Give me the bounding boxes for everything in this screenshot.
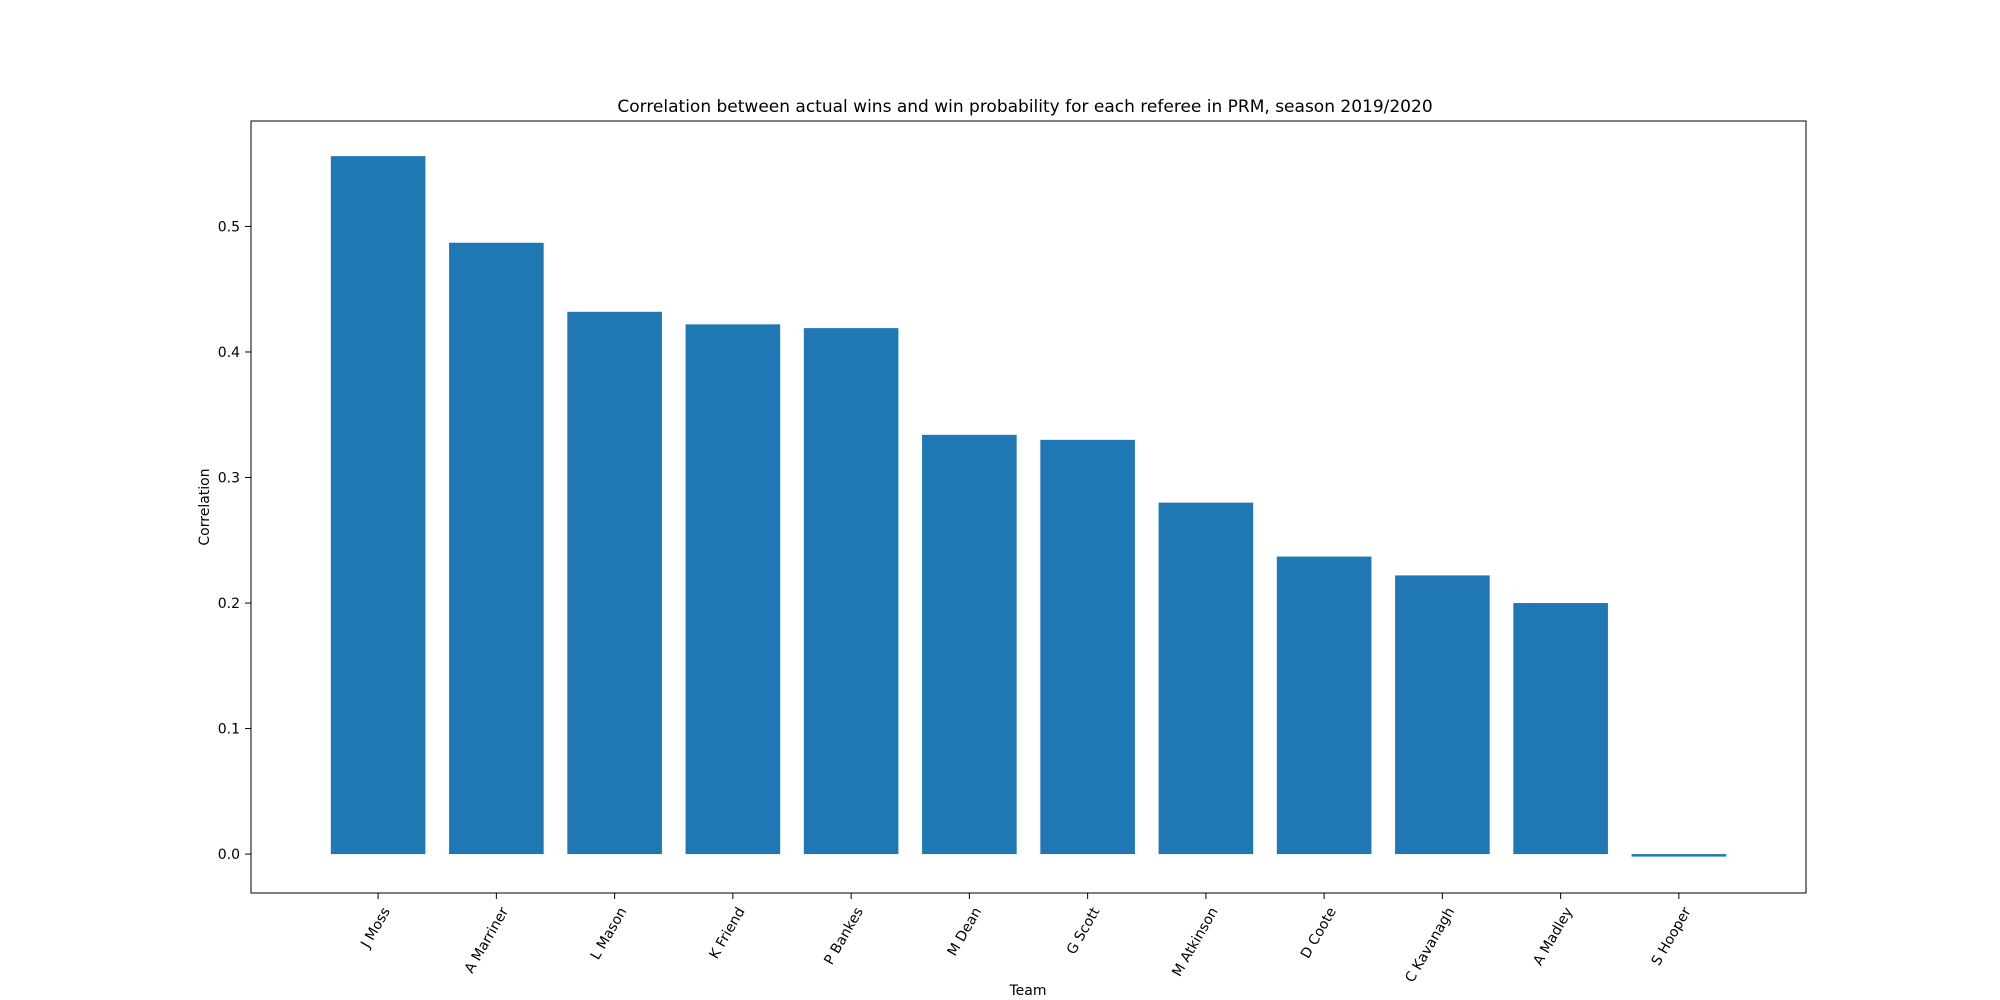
y-axis-label: Correlation xyxy=(197,468,213,545)
y-tick-label: 0.2 xyxy=(218,596,240,612)
bar-d-coote xyxy=(1276,556,1372,855)
x-tick-label: P Bankes xyxy=(821,905,867,968)
x-tick-label: D Coote xyxy=(1298,905,1340,962)
x-axis-label: Team xyxy=(1008,983,1046,999)
plot-area xyxy=(250,120,1807,894)
bar-m-dean xyxy=(922,434,1017,855)
y-tick-label: 0.5 xyxy=(218,219,240,235)
bar-p-bankes xyxy=(803,328,899,855)
x-tick-label: M Dean xyxy=(945,905,986,959)
x-tick-label: G Scott xyxy=(1064,904,1104,957)
bar-l-mason xyxy=(567,311,662,855)
bar-a-madley xyxy=(1513,603,1608,855)
bar-s-hooper xyxy=(1631,854,1727,857)
bar-a-marriner xyxy=(449,242,544,855)
bar-m-atkinson xyxy=(1158,502,1254,855)
x-axis: J Moss A Marriner L Mason K Friend P Bankes M… xyxy=(358,893,1695,985)
bar-g-scott xyxy=(1040,439,1135,855)
bar-j-moss xyxy=(330,156,426,855)
x-tick-label: C Kavanagh xyxy=(1402,905,1458,986)
y-axis: 0.0 0.1 0.2 0.3 0.4 0.5 xyxy=(218,219,251,863)
y-tick-label: 0.0 xyxy=(218,847,240,863)
bar-c-kavanagh xyxy=(1395,575,1490,855)
x-tick-label: A Marriner xyxy=(462,905,513,977)
y-tick-label: 0.3 xyxy=(218,471,240,487)
x-tick-label: K Friend xyxy=(706,905,748,962)
chart-title: Correlation between actual wins and win … xyxy=(617,97,1432,117)
x-tick-label: S Hooper xyxy=(1649,905,1695,969)
x-tick-label: A Madley xyxy=(1530,905,1576,969)
bars-group xyxy=(330,156,1727,857)
x-tick-label: J Moss xyxy=(358,905,394,952)
x-tick-label: M Atkinson xyxy=(1169,905,1221,980)
y-tick-label: 0.4 xyxy=(218,345,240,361)
bar-k-friend xyxy=(685,324,781,855)
x-tick-label: L Mason xyxy=(588,905,631,963)
y-tick-label: 0.1 xyxy=(218,722,240,738)
